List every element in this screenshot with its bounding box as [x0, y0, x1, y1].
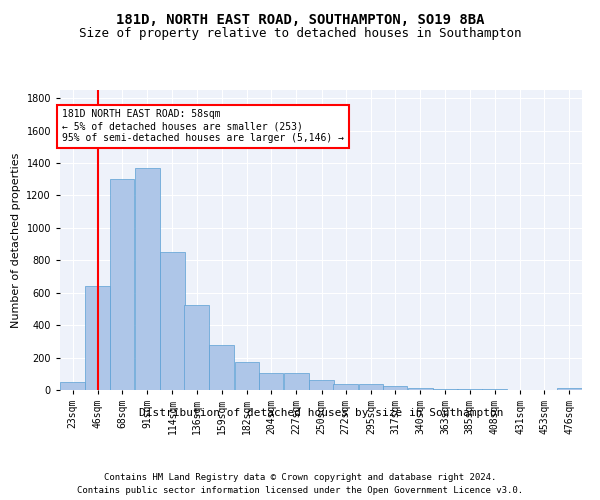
Bar — [160, 252, 185, 390]
Bar — [359, 384, 383, 390]
Bar — [60, 382, 85, 390]
Bar — [284, 373, 308, 390]
Bar — [334, 384, 358, 390]
Bar — [235, 362, 259, 390]
Y-axis label: Number of detached properties: Number of detached properties — [11, 152, 21, 328]
Bar — [209, 346, 234, 390]
Bar — [383, 386, 407, 390]
Bar — [408, 388, 433, 390]
Bar — [135, 168, 160, 390]
Text: 181D NORTH EAST ROAD: 58sqm
← 5% of detached houses are smaller (253)
95% of sem: 181D NORTH EAST ROAD: 58sqm ← 5% of deta… — [62, 110, 344, 142]
Bar — [309, 380, 334, 390]
Bar — [184, 305, 209, 390]
Text: Distribution of detached houses by size in Southampton: Distribution of detached houses by size … — [139, 408, 503, 418]
Bar — [557, 388, 582, 390]
Bar — [457, 389, 482, 390]
Bar — [433, 389, 458, 390]
Bar — [110, 179, 134, 390]
Text: Contains public sector information licensed under the Open Government Licence v3: Contains public sector information licen… — [77, 486, 523, 495]
Text: Contains HM Land Registry data © Crown copyright and database right 2024.: Contains HM Land Registry data © Crown c… — [104, 472, 496, 482]
Text: Size of property relative to detached houses in Southampton: Size of property relative to detached ho… — [79, 28, 521, 40]
Text: 181D, NORTH EAST ROAD, SOUTHAMPTON, SO19 8BA: 181D, NORTH EAST ROAD, SOUTHAMPTON, SO19… — [116, 12, 484, 26]
Bar — [85, 286, 110, 390]
Bar — [259, 373, 283, 390]
Bar — [482, 389, 507, 390]
